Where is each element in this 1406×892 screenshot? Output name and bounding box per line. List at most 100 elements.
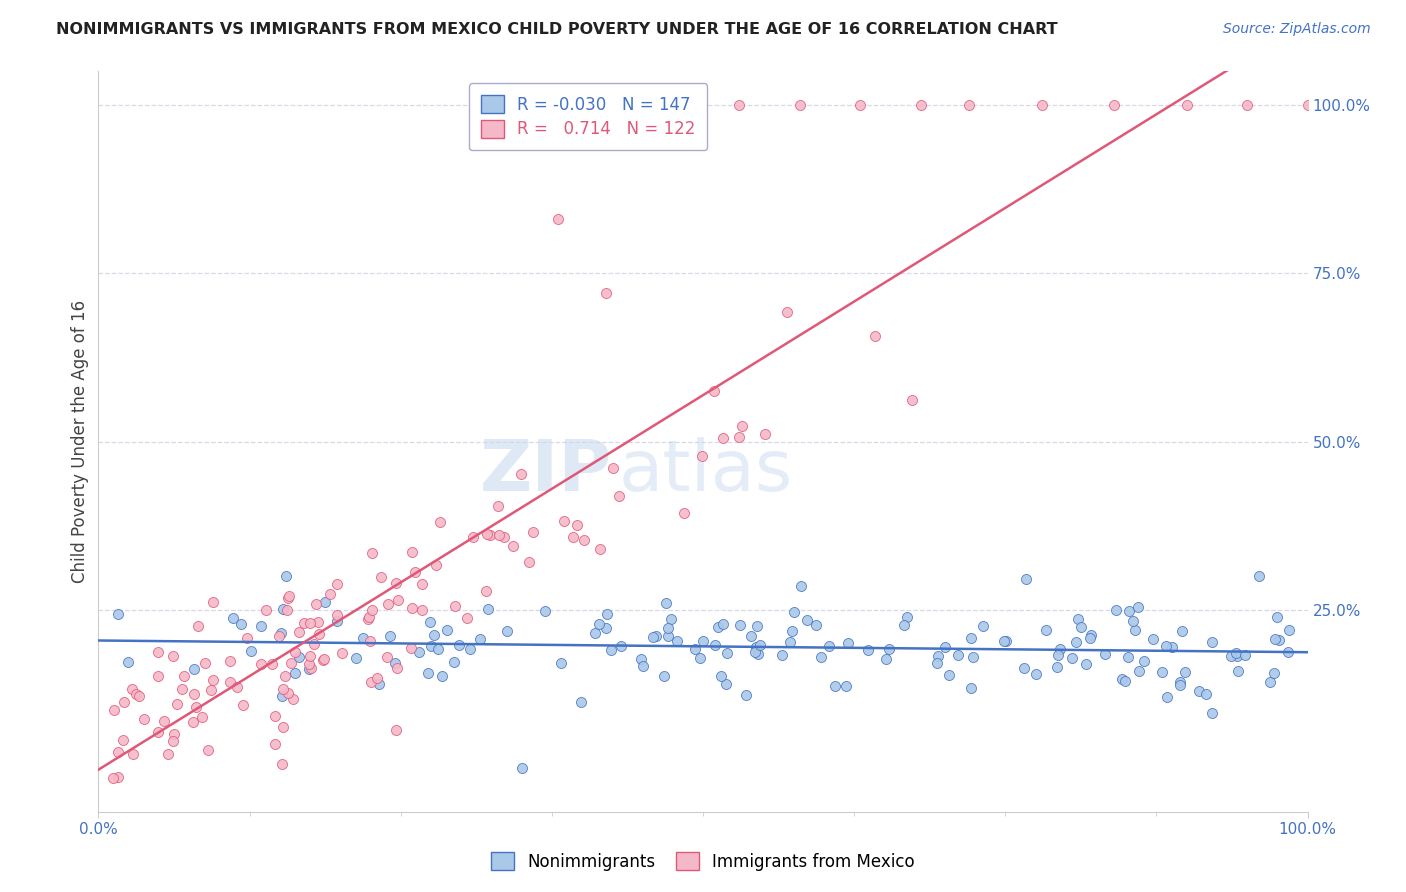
Point — [835, 679, 858, 693]
Point — [419, 639, 441, 653]
Point — [146, 645, 169, 659]
Point — [1152, 665, 1174, 680]
Point — [690, 449, 713, 463]
Point — [747, 647, 769, 661]
Point — [948, 648, 970, 663]
Point — [1226, 665, 1249, 679]
Point — [665, 634, 688, 648]
Text: NONIMMIGRANTS VS IMMIGRANTS FROM MEXICO CHILD POVERTY UNDER THE AGE OF 16 CORREL: NONIMMIGRANTS VS IMMIGRANTS FROM MEXICO … — [56, 22, 1057, 37]
Point — [250, 657, 273, 671]
Point — [276, 603, 298, 617]
Point — [1012, 660, 1035, 674]
Point — [492, 530, 515, 544]
Point — [225, 680, 247, 694]
Point — [910, 98, 932, 112]
Point — [194, 656, 217, 670]
Point — [1156, 690, 1178, 704]
Point — [357, 612, 380, 626]
Point — [707, 620, 730, 634]
Point — [896, 610, 918, 624]
Point — [716, 646, 738, 660]
Point — [325, 607, 347, 622]
Point — [202, 595, 225, 609]
Point — [219, 675, 242, 690]
Point — [311, 653, 333, 667]
Point — [200, 683, 222, 698]
Point — [132, 712, 155, 726]
Point — [430, 669, 453, 683]
Point — [709, 668, 731, 682]
Point — [172, 682, 194, 697]
Point — [745, 619, 768, 633]
Point — [509, 467, 531, 482]
Point — [957, 98, 980, 112]
Point — [146, 668, 169, 682]
Point — [274, 669, 297, 683]
Point — [367, 676, 389, 690]
Point — [229, 617, 252, 632]
Point — [419, 615, 441, 629]
Point — [495, 624, 517, 638]
Point — [190, 710, 212, 724]
Point — [146, 725, 169, 739]
Point — [128, 689, 150, 703]
Point — [1296, 98, 1319, 112]
Point — [274, 569, 297, 583]
Point — [993, 633, 1015, 648]
Point — [749, 638, 772, 652]
Point — [740, 629, 762, 643]
Point — [1234, 648, 1257, 663]
Point — [824, 679, 846, 693]
Point — [779, 635, 801, 649]
Point — [728, 98, 751, 112]
Point — [1114, 674, 1136, 689]
Point — [121, 681, 143, 696]
Point — [654, 595, 676, 609]
Point — [583, 625, 606, 640]
Point — [264, 708, 287, 723]
Point — [657, 629, 679, 643]
Point — [1014, 572, 1036, 586]
Point — [1025, 667, 1047, 681]
Point — [162, 734, 184, 748]
Point — [1174, 665, 1197, 679]
Point — [1080, 627, 1102, 641]
Point — [588, 617, 610, 632]
Point — [197, 743, 219, 757]
Point — [652, 669, 675, 683]
Point — [352, 631, 374, 645]
Point — [184, 699, 207, 714]
Point — [314, 594, 336, 608]
Point — [630, 651, 652, 665]
Point — [596, 607, 619, 622]
Point — [411, 577, 433, 591]
Point — [299, 649, 322, 664]
Point — [360, 675, 382, 690]
Point — [569, 696, 592, 710]
Point — [366, 671, 388, 685]
Point — [595, 286, 617, 301]
Point — [385, 723, 408, 738]
Point — [927, 648, 949, 663]
Point — [103, 703, 125, 717]
Point — [607, 489, 630, 503]
Point — [502, 540, 524, 554]
Point — [901, 393, 924, 408]
Point — [1046, 660, 1069, 674]
Point — [121, 747, 143, 761]
Point — [299, 661, 322, 675]
Point — [235, 631, 257, 645]
Point — [1154, 639, 1177, 653]
Point — [264, 738, 287, 752]
Point — [770, 648, 793, 663]
Point — [728, 430, 751, 444]
Point — [810, 649, 832, 664]
Point — [162, 649, 184, 664]
Point — [1066, 612, 1088, 626]
Point — [387, 661, 409, 675]
Point — [1133, 654, 1156, 668]
Point — [790, 579, 813, 593]
Point — [157, 747, 180, 761]
Point — [1195, 687, 1218, 701]
Point — [685, 641, 707, 656]
